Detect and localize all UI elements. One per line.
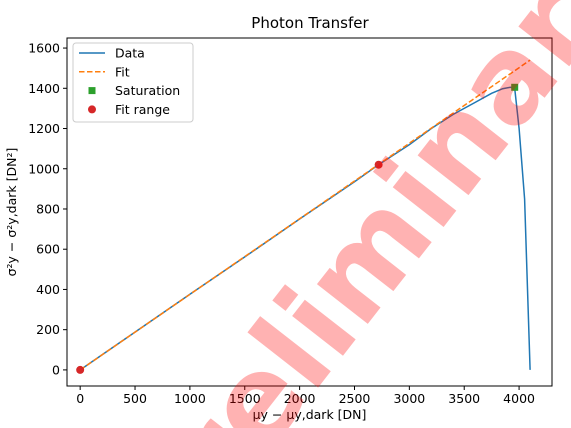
- y-tick-label: 1400: [28, 81, 60, 96]
- x-tick-label: 500: [123, 391, 147, 406]
- series-fit-line: [79, 59, 531, 371]
- legend-label-data: Data: [115, 46, 145, 61]
- plot-area: [66, 37, 553, 387]
- x-tick-label: 3000: [393, 391, 425, 406]
- series-layer: [76, 59, 531, 374]
- legend-label-fit-range: Fit range: [115, 102, 170, 117]
- y-tick-label: 200: [36, 322, 60, 337]
- legend-label-saturation: Saturation: [115, 83, 180, 98]
- y-tick-label: 1000: [28, 161, 60, 176]
- y-tick-label: 800: [36, 201, 60, 216]
- legend: Data Fit Saturation Fit range: [72, 42, 194, 123]
- y-tick-label: 600: [36, 242, 60, 257]
- legend-label-fit: Fit: [115, 64, 130, 79]
- legend-box: [72, 42, 194, 123]
- series-fit-range-point: [374, 160, 383, 169]
- x-tick-label: 2500: [339, 391, 371, 406]
- y-tick-label: 1200: [28, 121, 60, 136]
- chart-title: Photon Transfer: [251, 14, 369, 32]
- x-tick-label: 1000: [174, 391, 206, 406]
- x-axis: 0 500 1000 1500 2000 2500 3000 3500 4000: [76, 386, 535, 406]
- legend-swatch-fit-range: [88, 105, 96, 114]
- x-tick-label: 0: [76, 391, 84, 406]
- x-tick-label: 4000: [503, 391, 535, 406]
- legend-swatch-saturation: [88, 87, 96, 95]
- x-axis-label: μy − μy,dark [DN]: [253, 407, 367, 422]
- x-tick-label: 1500: [229, 391, 261, 406]
- axes-frame: [66, 37, 553, 387]
- y-tick-label: 400: [36, 282, 60, 297]
- y-tick-label: 1600: [28, 41, 60, 56]
- y-axis-label: σ²y − σ²y,dark [DN²]: [4, 148, 19, 277]
- y-axis: 0 200 400 600 800 1000 1200 1400 1600: [28, 41, 67, 377]
- series-fit-range-point: [76, 365, 85, 374]
- series-saturation-point: [511, 83, 519, 91]
- x-tick-label: 2000: [284, 391, 316, 406]
- x-tick-label: 3500: [448, 391, 480, 406]
- y-tick-label: 0: [52, 362, 60, 377]
